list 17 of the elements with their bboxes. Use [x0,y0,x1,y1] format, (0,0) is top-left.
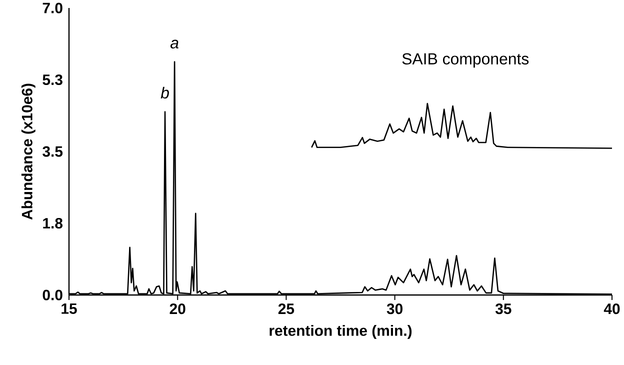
y-tick-label: 7.0 [42,2,62,14]
y-tick-label: 1.8 [43,218,63,229]
annotation: b [160,86,169,99]
y-tick-label: 3.5 [42,146,63,157]
annotation: SAIB components [402,53,529,68]
y-axis-title: Abundance (x10e6) [21,84,36,220]
x-tick-label: 30 [386,304,402,314]
x-tick-label: 25 [278,304,294,314]
x-axis-title: retention time (min.) [270,324,412,339]
x-tick-label: 15 [62,304,77,314]
y-tick-label: 5.3 [42,74,62,86]
x-tick-label: 40 [604,304,620,314]
x-tick-label: 20 [170,304,186,314]
line-series [310,102,613,149]
annotation: a [170,40,178,49]
x-tick-label: 35 [495,304,512,314]
y-tick-label: 0.0 [42,290,62,300]
